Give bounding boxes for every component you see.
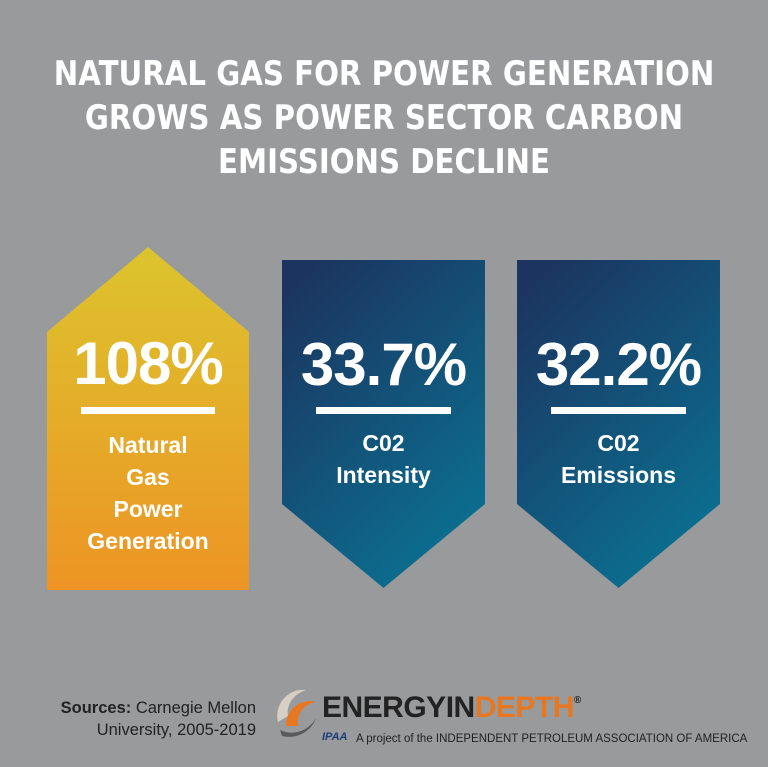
label-line: C02 (362, 430, 405, 456)
label-line: C02 (597, 430, 640, 456)
card-label: C02 Emissions (517, 427, 720, 491)
sources-line-2: University, 2005-2019 (96, 721, 256, 739)
card-value: 32.2% (535, 331, 702, 398)
logo-tagline: A project of the INDEPENDENT PETROLEUM A… (356, 733, 748, 745)
card-label: Natural Gas Power Generation (47, 429, 249, 557)
label-line: Natural (108, 432, 188, 458)
label-line: Generation (87, 528, 209, 554)
swirl-logo-icon (277, 689, 316, 737)
label-line: Intensity (336, 462, 431, 488)
logo-wordmark: ENERGYINDEPTH® (322, 691, 581, 725)
label-line: Gas (126, 464, 170, 490)
label-line: Emissions (560, 462, 677, 488)
down-arrow-shape (517, 260, 720, 588)
divider-bar (316, 407, 451, 414)
card-natural-gas: 108% Natural Gas Power Generation (47, 247, 249, 590)
sources-note: Sources: Carnegie Mellon University, 200… (18, 697, 256, 741)
down-arrow-shape (282, 260, 485, 588)
divider-bar (551, 407, 686, 414)
ipaa-mark: IPAA (322, 731, 348, 743)
page-title: NATURAL GAS FOR POWER GENERATION GROWS A… (53, 52, 715, 184)
logo-part-1: ENERGYIN (322, 691, 475, 724)
divider-bar (81, 407, 215, 414)
title-line-1: NATURAL GAS FOR POWER GENERATION (53, 54, 715, 94)
card-value: 33.7% (300, 331, 467, 398)
energy-in-depth-logo: ENERGYINDEPTH® IPAA A project of the IND… (270, 678, 747, 758)
card-label: C02 Intensity (282, 427, 485, 491)
sources-label: Sources: (60, 699, 132, 717)
up-arrow-shape (47, 247, 249, 590)
card-value: 108% (73, 330, 223, 397)
card-co2-intensity: 33.7% C02 Intensity (282, 260, 485, 588)
card-co2-emissions: 32.2% C02 Emissions (517, 260, 720, 588)
label-line: Power (113, 496, 183, 522)
sources-line-1: Carnegie Mellon (135, 699, 256, 717)
registered-mark: ® (573, 695, 581, 706)
logo-part-2: DEPTH (474, 691, 575, 724)
title-line-2: GROWS AS POWER SECTOR CARBON (84, 98, 684, 138)
title-line-3: EMISSIONS DECLINE (218, 142, 550, 182)
